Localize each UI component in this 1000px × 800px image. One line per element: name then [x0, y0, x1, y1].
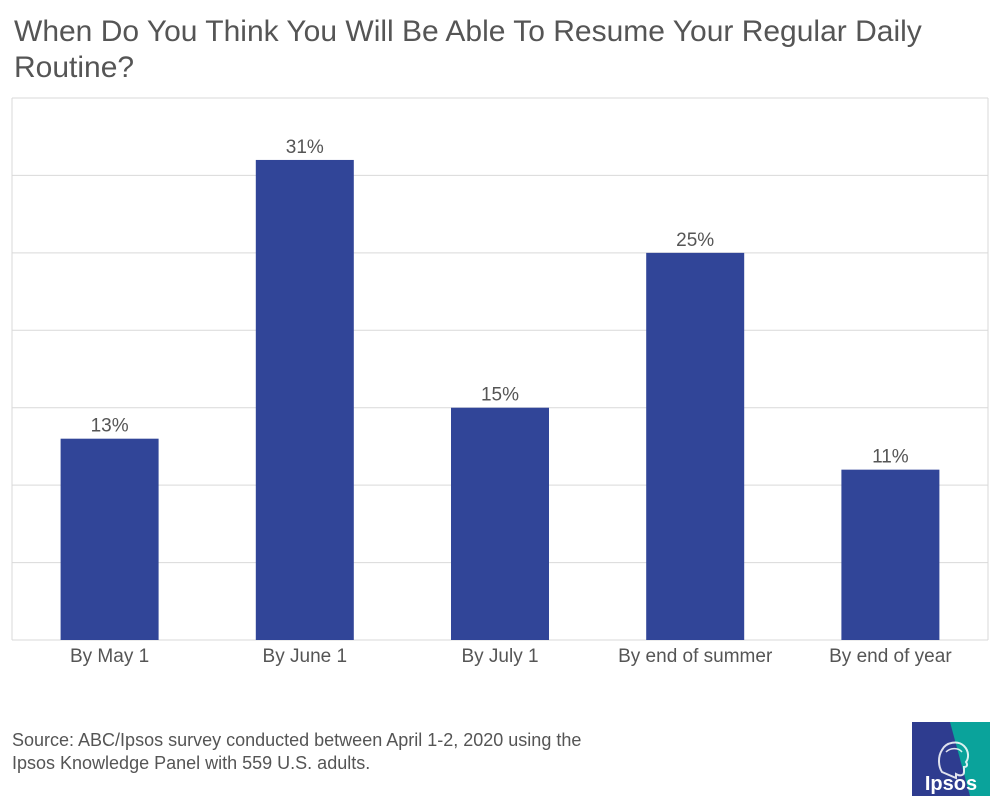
logo-background-teal [950, 722, 990, 796]
bar [646, 252, 745, 640]
source-line-2: Ipsos Knowledge Panel with 559 U.S. adul… [12, 753, 371, 773]
data-label: 15% [481, 385, 519, 406]
bar-chart: 13% By May 1 31% By June 1 15% By July 1 25% By… [11, 97, 989, 667]
data-label: 13% [91, 416, 129, 437]
bar [60, 438, 159, 640]
chart-title: When Do You Think You Will Be Able To Re… [14, 15, 922, 84]
logo-text: Ipsos [925, 773, 977, 795]
source-note: Source: ABC/Ipsos survey conducted betwe… [12, 729, 712, 775]
ipsos-logo: Ipsos [912, 722, 990, 796]
bar [841, 469, 940, 640]
x-tick-label: By May 1 [70, 646, 149, 667]
logo-head-icon [938, 741, 970, 780]
source-line-1: Source: ABC/Ipsos survey conducted betwe… [12, 730, 582, 750]
x-tick-label: By end of year [829, 646, 952, 667]
x-tick-label: By end of summer [618, 646, 773, 667]
bar [451, 407, 549, 640]
x-tick-label: By June 1 [263, 646, 348, 667]
x-tick-label: By July 1 [461, 646, 538, 667]
bar [255, 159, 354, 640]
data-label: 31% [286, 137, 324, 158]
data-label: 25% [676, 230, 714, 251]
data-label: 11% [872, 447, 909, 468]
